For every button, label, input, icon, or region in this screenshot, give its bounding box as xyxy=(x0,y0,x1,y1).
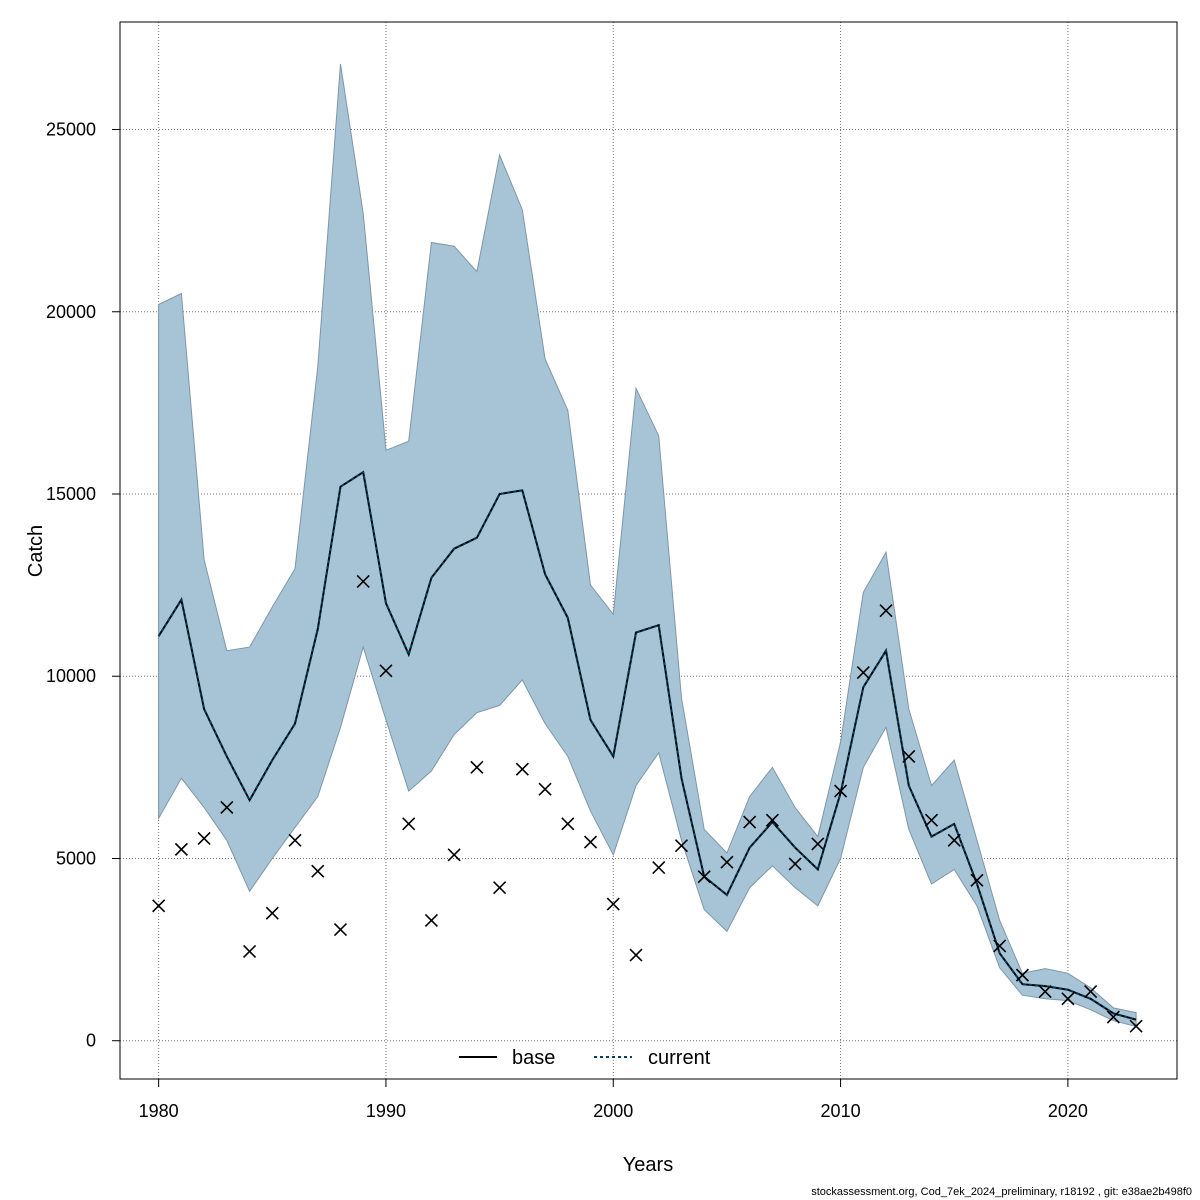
series-line-layer xyxy=(157,470,1137,1021)
y-axis-title: Catch xyxy=(25,525,47,577)
series-line-base xyxy=(157,470,1137,1021)
observed-point-1981 xyxy=(174,842,188,856)
observed-point-1988 xyxy=(333,922,348,937)
observed-point-2014 xyxy=(924,813,939,827)
observed-point-2019 xyxy=(1038,984,1052,999)
observed-point-2009 xyxy=(811,837,825,851)
observed-point-1980 xyxy=(152,899,166,913)
observed-point-2018 xyxy=(1015,968,1029,982)
x-tick-label-1990: 1990 xyxy=(366,1101,406,1121)
legend: base current xyxy=(459,1047,711,1069)
observed-point-2006 xyxy=(743,815,757,829)
observed-points-layer xyxy=(152,574,1143,1033)
observed-point-1990 xyxy=(379,664,393,678)
observed-point-2022 xyxy=(1106,1010,1120,1024)
observed-point-2015 xyxy=(947,833,961,847)
observed-point-2004 xyxy=(697,870,711,884)
x-tick-label-2010: 2010 xyxy=(821,1101,861,1121)
footer-credit: stockassessment.org, Cod_7ek_2024_prelim… xyxy=(811,1186,1192,1198)
observed-point-2005 xyxy=(720,855,734,869)
observed-point-2008 xyxy=(788,857,802,871)
y-tick-label-5000: 5000 xyxy=(56,848,96,868)
observed-point-2003 xyxy=(674,839,689,853)
confidence-band xyxy=(158,63,1137,1028)
y-tick-label-25000: 25000 xyxy=(46,120,96,140)
observed-point-1993 xyxy=(447,848,461,862)
axes: 1980 1990 2000 2010 2020 0 5000 10000 15000 20000… xyxy=(46,120,1088,1121)
confidence-band-layer xyxy=(158,63,1137,1028)
observed-point-1985 xyxy=(265,906,279,920)
observed-point-2001 xyxy=(629,948,643,962)
observed-point-2007 xyxy=(765,813,779,827)
observed-point-2011 xyxy=(856,666,870,680)
observed-point-2000 xyxy=(606,897,620,911)
observed-point-2020 xyxy=(1061,992,1075,1006)
observed-point-1984 xyxy=(243,944,257,958)
observed-point-2017 xyxy=(993,939,1007,953)
observed-point-1986 xyxy=(288,833,302,847)
y-tick-label-15000: 15000 xyxy=(46,484,96,504)
observed-point-1996 xyxy=(515,762,529,776)
observed-point-2021 xyxy=(1084,984,1098,999)
observed-point-2023 xyxy=(1129,1019,1143,1033)
observed-point-1995 xyxy=(493,881,507,895)
y-tick-label-20000: 20000 xyxy=(46,302,96,322)
x-tick-label-2020: 2020 xyxy=(1048,1101,1088,1121)
observed-point-1999 xyxy=(583,835,598,849)
observed-point-1991 xyxy=(402,817,416,831)
observed-point-1983 xyxy=(220,800,234,815)
observed-point-1982 xyxy=(197,831,211,846)
observed-point-1989 xyxy=(356,574,370,589)
observed-point-2010 xyxy=(834,784,848,798)
observed-point-1992 xyxy=(424,913,438,928)
x-tick-label-2000: 2000 xyxy=(593,1101,633,1121)
x-axis-title: Years xyxy=(623,1154,673,1176)
y-tick-label-0: 0 xyxy=(86,1031,96,1051)
observed-point-1994 xyxy=(470,760,484,774)
observed-point-2013 xyxy=(902,749,916,763)
y-tick-label-10000: 10000 xyxy=(46,666,96,686)
legend-current-label: current xyxy=(648,1047,711,1069)
observed-point-1987 xyxy=(311,864,325,878)
observed-point-2012 xyxy=(879,604,893,618)
x-tick-label-1980: 1980 xyxy=(139,1101,179,1121)
legend-base-label: base xyxy=(512,1047,555,1069)
observed-point-2016 xyxy=(970,873,984,887)
observed-point-2002 xyxy=(652,861,666,875)
observed-point-1998 xyxy=(561,817,575,831)
observed-point-1997 xyxy=(538,782,552,796)
